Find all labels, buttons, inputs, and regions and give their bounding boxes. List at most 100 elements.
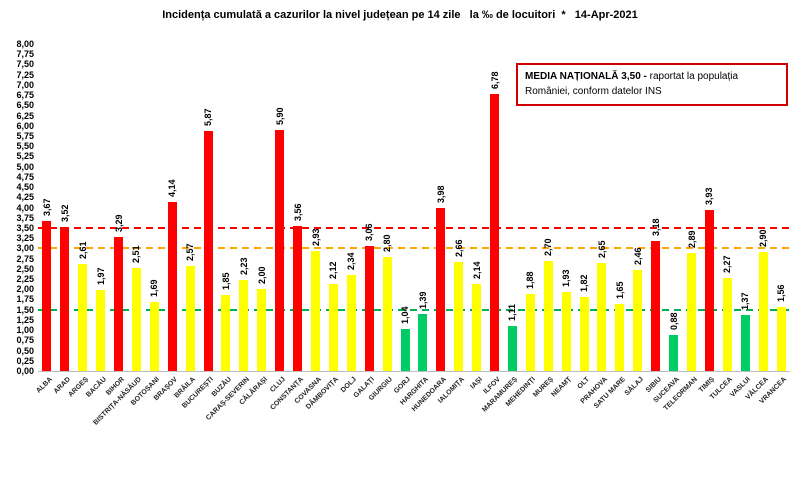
chart-title: Incidența cumulată a cazurilor la nivel … bbox=[162, 9, 638, 21]
bar-caraș-severin bbox=[239, 279, 249, 371]
bar-value-label: 5,90 bbox=[274, 107, 285, 125]
bar-ialomița bbox=[454, 262, 464, 371]
y-axis: 8,00 7,75 7,50 7,25 7,00 6,75 6,50 6,25 6,00 5,75… bbox=[0, 0, 34, 448]
bar-value-label: 2,57 bbox=[185, 243, 196, 261]
y-axis-tick-label: 6,75 bbox=[16, 90, 34, 101]
bar-value-label: 2,23 bbox=[238, 257, 249, 275]
bar-constanța bbox=[293, 225, 303, 371]
bar-value-label: 2,90 bbox=[758, 229, 769, 248]
bar-slot: 2,61 bbox=[74, 44, 92, 371]
y-axis-tick-label: 7,75 bbox=[16, 49, 34, 60]
bar-arad bbox=[60, 227, 70, 371]
bar-slot: 1,65 bbox=[611, 44, 629, 371]
bar-hunedoara bbox=[436, 208, 446, 371]
bar-slot: 2,65 bbox=[593, 44, 611, 371]
bar-slot: 1,82 bbox=[575, 44, 593, 371]
y-axis-tick-label: 1,00 bbox=[16, 325, 34, 336]
bar-slot: 3,52 bbox=[56, 44, 74, 371]
bar-value-label: 2,80 bbox=[382, 234, 393, 252]
bar-slot: 3,93 bbox=[700, 44, 718, 371]
y-axis-tick-label: 0,75 bbox=[16, 335, 34, 346]
bar-value-label: 1,82 bbox=[579, 274, 590, 292]
bar-bistrița-năsăud bbox=[131, 268, 141, 371]
y-axis-tick-label: 6,50 bbox=[16, 100, 34, 111]
bar-slot: 2,93 bbox=[307, 44, 325, 371]
y-axis-tick-label: 0,25 bbox=[16, 355, 34, 366]
y-axis-tick-label: 1,50 bbox=[16, 304, 34, 315]
bar-value-label: 5,87 bbox=[203, 108, 214, 127]
bar-value-label: 2,34 bbox=[346, 252, 357, 271]
bar-slot: 2,66 bbox=[450, 44, 468, 371]
bar-slot: 1,97 bbox=[92, 44, 110, 371]
y-axis-tick-label: 5,50 bbox=[16, 141, 34, 152]
y-axis-tick-label: 0,50 bbox=[16, 345, 34, 356]
bar-alba bbox=[42, 221, 52, 371]
y-axis-tick-label: 3,25 bbox=[16, 233, 34, 244]
bar-neamț bbox=[561, 292, 571, 371]
bar-slot: 3,29 bbox=[110, 44, 128, 371]
bar-value-label: 2,51 bbox=[131, 245, 142, 264]
reference-line bbox=[38, 247, 790, 250]
bar-brașov bbox=[167, 201, 177, 371]
bar-slot: 1,88 bbox=[521, 44, 539, 371]
bar-bihor bbox=[114, 236, 124, 371]
bar-slot: 2,70 bbox=[539, 44, 557, 371]
bar-mehedinți bbox=[525, 294, 535, 371]
bar-bucurești bbox=[203, 131, 213, 371]
bar-brăila bbox=[185, 265, 195, 371]
bar-slot: 2,80 bbox=[378, 44, 396, 371]
bar-value-label: 3,93 bbox=[704, 187, 715, 206]
bar-ilfov bbox=[490, 93, 500, 371]
bar-slot: 1,85 bbox=[217, 44, 235, 371]
bar-slot: 3,56 bbox=[289, 44, 307, 371]
bar-value-label: 2,89 bbox=[686, 230, 697, 248]
bar-value-label: 1,39 bbox=[417, 291, 428, 310]
bar-prahova bbox=[597, 262, 607, 371]
bar-slot: 2,46 bbox=[629, 44, 647, 371]
bar-dolj bbox=[346, 275, 356, 371]
bar-value-label: 1,93 bbox=[561, 269, 572, 288]
bar-value-label: 3,67 bbox=[41, 198, 52, 216]
bar-slot: 2,12 bbox=[324, 44, 342, 371]
bar-value-label: 3,29 bbox=[113, 214, 124, 232]
y-axis-tick-label: 2,25 bbox=[16, 274, 34, 285]
bar-timiș bbox=[704, 210, 714, 371]
bar-galați bbox=[364, 245, 374, 371]
y-axis-tick-label: 3,75 bbox=[16, 212, 34, 223]
y-axis-tick-label: 4,50 bbox=[16, 182, 34, 193]
bar-value-label: 6,78 bbox=[489, 71, 500, 89]
bar-vrancea bbox=[776, 307, 786, 371]
bar-slot: 6,78 bbox=[486, 44, 504, 371]
bar-slot: 1,37 bbox=[736, 44, 754, 371]
y-axis-tick-label: 1,75 bbox=[16, 294, 34, 305]
y-axis-tick-label: 5,75 bbox=[16, 130, 34, 141]
bar-slot: 4,14 bbox=[163, 44, 181, 371]
bar-value-label: 2,70 bbox=[543, 238, 554, 256]
bar-value-label: 3,52 bbox=[59, 204, 70, 223]
bar-iași bbox=[472, 283, 482, 371]
bar-mureș bbox=[543, 260, 553, 371]
bar-slot: 2,27 bbox=[718, 44, 736, 371]
y-axis-tick-label: 6,25 bbox=[16, 110, 34, 121]
bar-value-label: 3,98 bbox=[435, 185, 446, 204]
bar-călărași bbox=[257, 289, 267, 371]
bar-value-label: 4,14 bbox=[167, 179, 178, 197]
bar-value-label: 1,37 bbox=[740, 292, 751, 311]
bar-teleorman bbox=[687, 252, 696, 371]
bar-slot: 3,06 bbox=[360, 44, 378, 371]
bar-value-label: 2,12 bbox=[328, 261, 339, 280]
bar-value-label: 1,88 bbox=[525, 271, 536, 290]
y-axis-tick-label: 7,50 bbox=[16, 59, 34, 70]
bar-slot: 2,00 bbox=[253, 44, 271, 371]
bar-cluj bbox=[275, 129, 285, 371]
reference-line bbox=[38, 226, 790, 229]
y-axis-tick-label: 7,25 bbox=[16, 69, 34, 80]
bar-value-label: 3,06 bbox=[364, 223, 375, 241]
national-average-note-text: raportat la populația României, conform … bbox=[525, 71, 739, 97]
bar-slot: 1,69 bbox=[145, 44, 163, 371]
bar-value-label: 3,56 bbox=[292, 202, 303, 221]
bar-slot: 2,51 bbox=[128, 44, 146, 371]
bar-tulcea bbox=[722, 278, 732, 371]
bar-slot: 1,04 bbox=[396, 44, 414, 371]
bar-value-label: 1,97 bbox=[95, 267, 106, 286]
